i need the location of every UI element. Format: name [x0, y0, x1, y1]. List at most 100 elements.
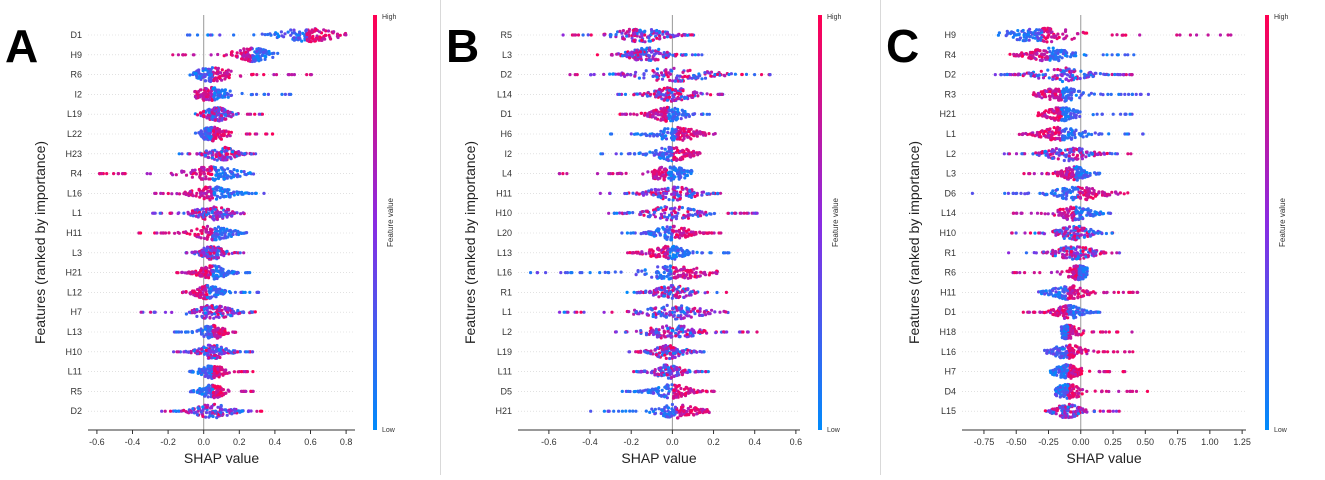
shap-point	[212, 346, 215, 349]
shap-point	[703, 212, 706, 215]
shap-point	[231, 150, 234, 153]
shap-point	[639, 213, 642, 216]
shap-point	[235, 113, 238, 116]
shap-point	[255, 55, 258, 58]
shap-point	[666, 35, 669, 38]
shap-point	[652, 233, 655, 236]
panel-label: A	[5, 20, 38, 72]
shap-point	[672, 266, 675, 269]
shap-point	[225, 174, 228, 177]
shap-point	[242, 53, 245, 56]
shap-point	[238, 312, 241, 315]
shap-point	[662, 348, 665, 351]
shap-point	[640, 39, 643, 42]
shap-point	[203, 73, 206, 76]
shap-point	[648, 54, 651, 57]
shap-point	[182, 350, 185, 353]
shap-point	[211, 211, 214, 214]
shap-point	[701, 191, 704, 194]
shap-point	[269, 34, 272, 37]
shap-point	[658, 31, 661, 34]
shap-point	[195, 308, 198, 311]
shap-point	[191, 212, 194, 215]
shap-point	[105, 172, 108, 175]
shap-point	[603, 33, 606, 36]
shap-point	[209, 77, 212, 80]
shap-point	[648, 151, 651, 154]
shap-point	[649, 290, 652, 293]
shap-point	[607, 212, 610, 215]
shap-point	[211, 248, 214, 251]
shap-point	[229, 291, 232, 294]
shap-point	[674, 317, 677, 320]
shap-point	[662, 345, 665, 348]
shap-point	[648, 134, 651, 137]
shap-point	[666, 91, 669, 94]
shap-point	[671, 329, 674, 332]
shap-point	[699, 307, 702, 310]
shap-point	[211, 115, 214, 118]
shap-point	[679, 175, 682, 178]
shap-point	[230, 412, 233, 415]
shap-point	[216, 217, 219, 220]
shap-point	[579, 311, 582, 314]
shap-point	[707, 132, 710, 135]
shap-point	[177, 410, 180, 413]
shap-point	[641, 172, 644, 175]
shap-point	[653, 53, 656, 56]
x-tick-label: -0.4	[125, 437, 141, 447]
shap-point	[635, 291, 638, 294]
shap-point	[188, 73, 191, 76]
shap-point	[589, 271, 592, 274]
shap-point	[223, 118, 226, 121]
shap-point	[289, 34, 292, 37]
shap-point	[628, 251, 631, 254]
shap-point	[672, 256, 675, 259]
shap-point	[169, 410, 172, 413]
shap-point	[680, 186, 683, 189]
shap-point	[318, 30, 321, 33]
shap-point	[208, 328, 211, 331]
shap-point	[207, 273, 210, 276]
shap-point	[228, 233, 231, 236]
shap-point	[201, 332, 204, 335]
shap-point	[666, 188, 669, 191]
shap-point	[216, 233, 219, 236]
shap-point	[202, 251, 205, 254]
shap-point	[644, 291, 647, 294]
shap-point	[215, 315, 218, 318]
shap-point	[214, 153, 217, 156]
shap-point	[252, 33, 255, 36]
shap-point	[124, 172, 127, 175]
feature-label: R4	[70, 169, 82, 179]
shap-point	[667, 171, 670, 174]
shap-point	[693, 275, 696, 278]
shap-point	[668, 357, 671, 360]
shap-point	[685, 148, 688, 151]
shap-point	[647, 36, 650, 39]
shap-point	[245, 350, 248, 353]
shap-point	[210, 265, 213, 268]
shap-point	[682, 169, 685, 172]
shap-point	[601, 152, 604, 155]
feature-label: L13	[67, 327, 82, 337]
shap-point	[214, 249, 217, 252]
shap-point	[677, 331, 680, 334]
shap-point	[224, 371, 227, 374]
shap-point	[699, 274, 702, 277]
shap-point	[705, 192, 708, 195]
shap-point	[224, 306, 227, 309]
shap-point	[215, 310, 218, 313]
shap-point	[233, 370, 236, 373]
shap-point	[205, 208, 208, 211]
shap-point	[680, 328, 683, 331]
shap-point	[707, 312, 710, 315]
colorbar-low-label: Low	[382, 427, 396, 434]
shap-point	[695, 271, 698, 274]
shap-point	[204, 416, 207, 419]
shap-point	[700, 113, 703, 116]
shap-point	[596, 172, 599, 175]
shap-point	[204, 288, 207, 291]
shap-point	[208, 344, 211, 347]
shap-point	[628, 211, 631, 214]
